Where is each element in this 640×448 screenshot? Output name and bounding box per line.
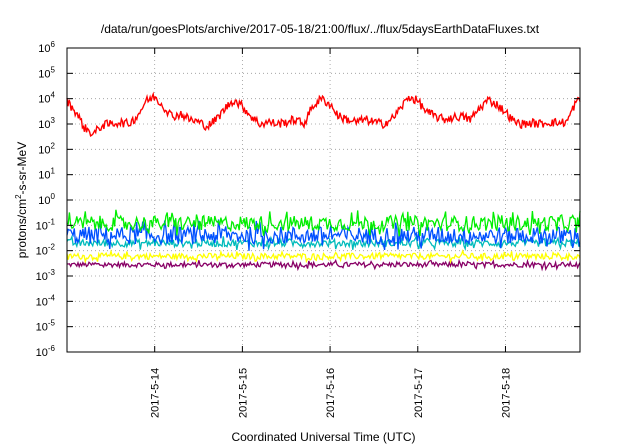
- x-axis-label: Coordinated Universal Time (UTC): [231, 430, 416, 444]
- y-axis-label-text: protons/cm2-s-sr-MeV: [14, 142, 29, 258]
- series-line: [66, 209, 581, 237]
- y-tick-label: 102: [38, 141, 55, 156]
- series-line: [66, 234, 581, 252]
- y-tick-label: 105: [38, 65, 55, 80]
- y-tick-label: 106: [38, 40, 55, 55]
- y-tick-label: 10-5: [36, 319, 56, 334]
- ticks: 106 105 104 103 102 101 100 10-1 10-2 10-3 10-4 10-…: [36, 40, 580, 418]
- y-axis-label: protons/cm2-s-sr-MeV: [14, 142, 29, 258]
- x-tick-label: 2017-5-15: [237, 368, 249, 418]
- series-line: [66, 248, 581, 265]
- series-line: [66, 258, 581, 272]
- series-line: [66, 91, 581, 137]
- y-tick-label: 101: [38, 167, 55, 182]
- y-tick-label: 10-4: [36, 293, 56, 308]
- x-tick-label: 2017-5-18: [500, 368, 512, 418]
- y-tick-label: 103: [38, 116, 55, 131]
- x-tick-label: 2017-5-17: [413, 368, 425, 418]
- series-line: [66, 219, 581, 251]
- series-layer: [66, 91, 581, 272]
- grid: [67, 48, 580, 352]
- y-tick-label: 100: [38, 192, 55, 207]
- x-tick-label: 2017-5-14: [150, 368, 162, 418]
- y-tick-label: 10-6: [36, 344, 56, 359]
- y-tick-label: 10-1: [36, 217, 56, 232]
- x-tick-label: 2017-5-16: [325, 368, 337, 418]
- chart-title: /data/run/goesPlots/archive/2017-05-18/2…: [100, 22, 540, 36]
- y-tick-label: 104: [38, 91, 55, 106]
- y-tick-label: 10-3: [36, 268, 56, 283]
- y-tick-label: 10-2: [36, 243, 56, 258]
